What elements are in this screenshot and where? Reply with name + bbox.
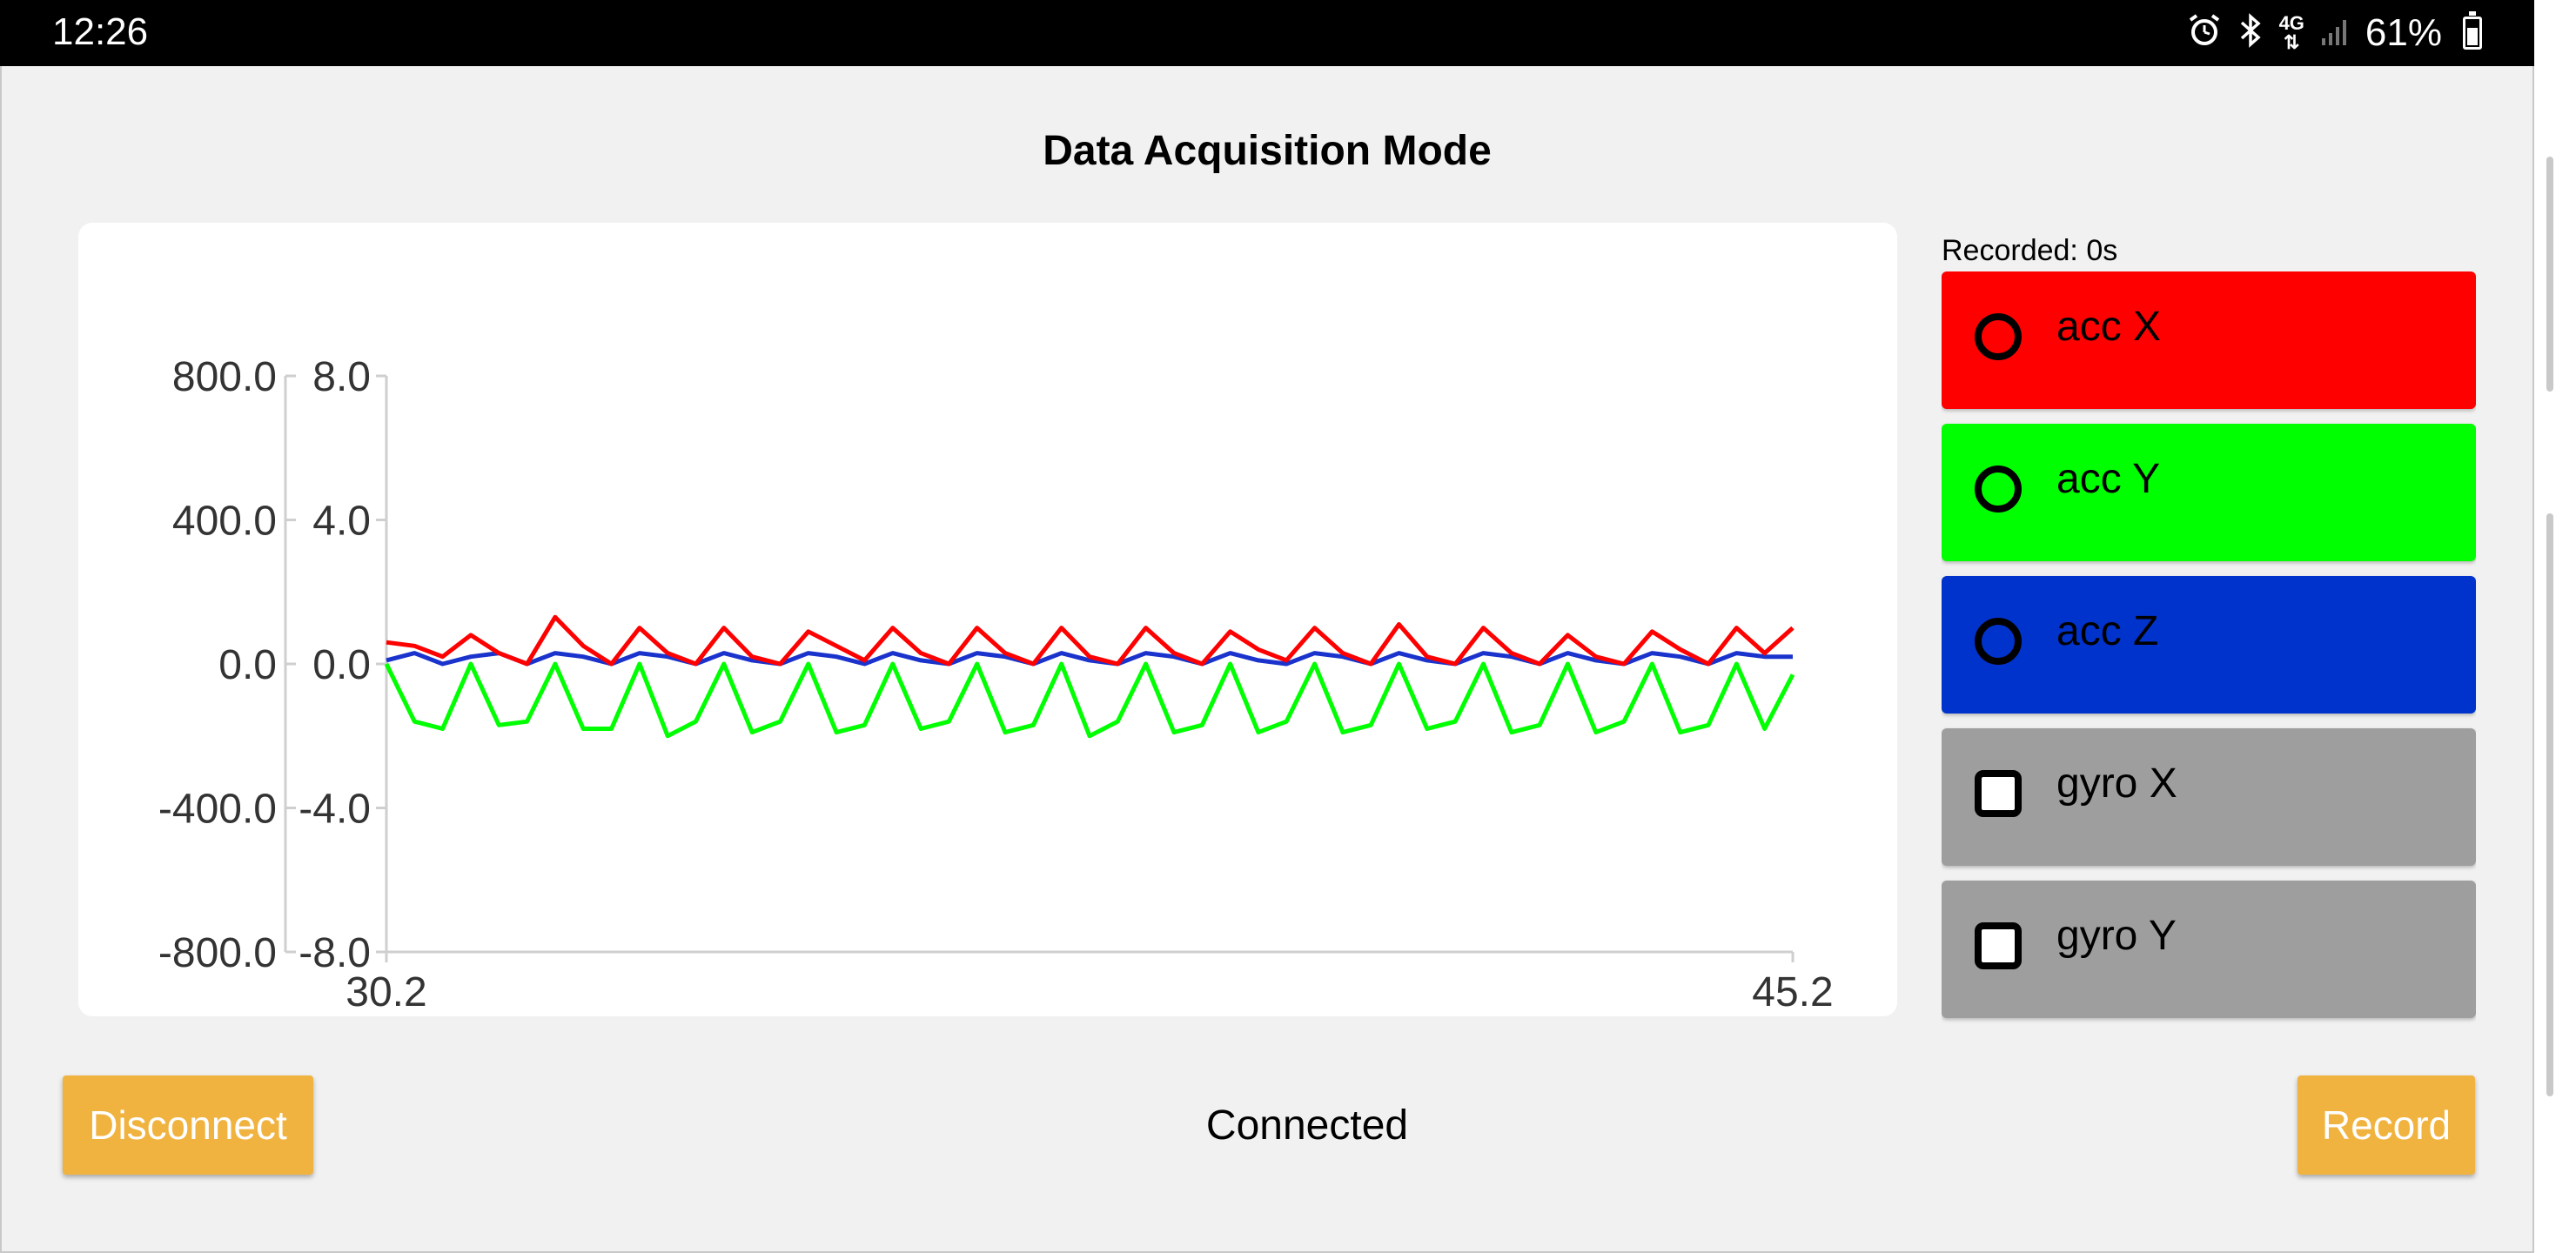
scrollbar-segment[interactable] — [2546, 861, 2553, 1096]
x-tick-label: 30.2 — [345, 969, 426, 1015]
page-title: Data Acquisition Mode — [1043, 128, 1492, 174]
channel-label: gyro X — [2056, 761, 2177, 807]
battery-percentage: 61% — [2365, 11, 2442, 54]
radio-circle-icon[interactable] — [1975, 466, 2022, 513]
radio-circle-icon[interactable] — [1975, 313, 2022, 360]
channel-toggle[interactable]: acc X — [1942, 271, 2476, 409]
app-window: Data Acquisition Mode 800.0 400.0 0.0 -400.… — [0, 66, 2534, 1253]
checkbox-icon[interactable] — [1975, 922, 2022, 969]
signal-bars-icon — [2320, 16, 2350, 51]
right-y-tick-label: -4.0 — [299, 787, 371, 833]
disconnect-button[interactable]: Disconnect — [63, 1075, 313, 1175]
channel-toggle[interactable]: acc Z — [1942, 576, 2476, 714]
channel-label: acc X — [2056, 304, 2162, 350]
series-line-1 — [384, 661, 1795, 739]
record-button[interactable]: Record — [2298, 1075, 2475, 1175]
channel-toggle[interactable]: gyro X — [1942, 728, 2476, 866]
channel-toggle[interactable]: acc Y — [1942, 424, 2476, 561]
recorded-duration: Recorded: 0s — [1942, 234, 2118, 267]
battery-level-fill — [2467, 28, 2478, 45]
chart-card: 800.0 400.0 0.0 -400.0 -800.0 8.0 4.0 0.0 -4.0 -8… — [78, 223, 1897, 1016]
channel-label: acc Y — [2056, 456, 2161, 502]
right-y-tick-label: 8.0 — [312, 354, 371, 400]
right-y-tick-label: 4.0 — [312, 499, 371, 545]
status-icons: 4G ⇅ 61% — [2187, 9, 2482, 57]
left-y-tick-label: -800.0 — [158, 930, 277, 976]
channel-label: gyro Y — [2056, 913, 2177, 959]
scrollbar[interactable] — [2546, 157, 2559, 1114]
bluetooth-icon — [2237, 12, 2264, 54]
left-y-tick-label: 0.0 — [218, 642, 277, 688]
channel-toggle[interactable]: gyro Y — [1942, 881, 2476, 1018]
channel-label: acc Z — [2056, 608, 2159, 654]
series-line-2 — [386, 651, 1793, 667]
connection-status: Connected — [1205, 1102, 1409, 1149]
right-y-tick-label: 0.0 — [312, 642, 371, 688]
left-y-tick-label: -400.0 — [158, 787, 277, 833]
alarm-clock-icon — [2187, 13, 2222, 54]
battery-icon — [2463, 11, 2482, 50]
scrollbar-thumb[interactable] — [2546, 513, 2553, 888]
x-tick-label: 45.2 — [1752, 969, 1833, 1015]
channel-list[interactable]: acc X acc Y acc Z gyro X gyro Y — [1942, 271, 2476, 1070]
scrollbar-segment[interactable] — [2546, 157, 2553, 392]
left-y-tick-label: 800.0 — [172, 354, 277, 400]
left-y-tick-label: 400.0 — [172, 499, 277, 545]
status-time: 12:26 — [52, 10, 149, 53]
radio-circle-icon[interactable] — [1975, 618, 2022, 665]
checkbox-icon[interactable] — [1975, 770, 2022, 817]
right-y-tick-label: -8.0 — [299, 930, 371, 976]
network-4g-icon: 4G ⇅ — [2278, 12, 2304, 53]
status-bar: 12:26 4G ⇅ 61% — [0, 0, 2534, 66]
sensor-chart: 800.0 400.0 0.0 -400.0 -800.0 8.0 4.0 0.0 -4.0 -8… — [158, 354, 1834, 1015]
series-line-0 — [386, 614, 1794, 667]
